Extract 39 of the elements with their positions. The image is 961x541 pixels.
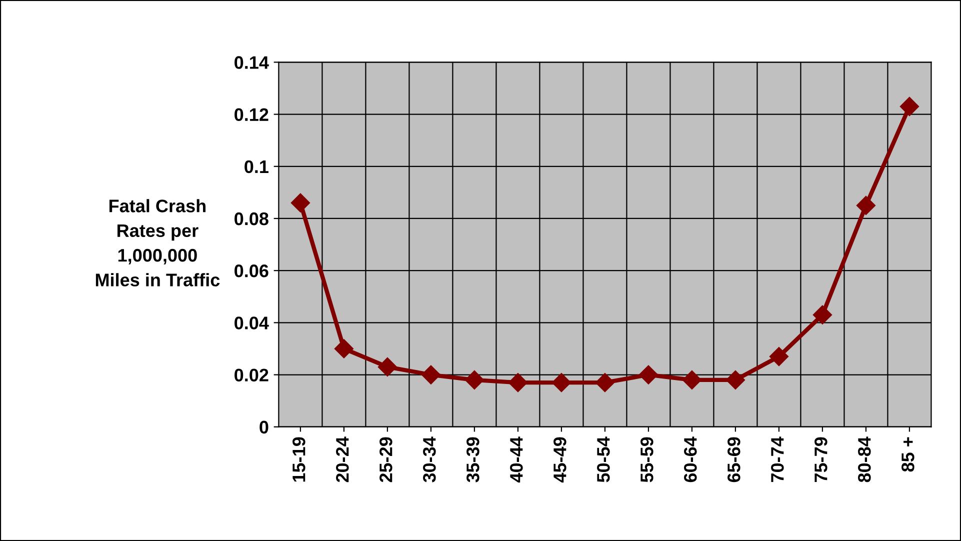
y-axis-title: Fatal Crash Rates per 1,000,000 Miles in Traffic [96,199,220,286]
x-tick-label: 55-59 [640,437,654,482]
x-tick-label: 35-39 [466,437,480,482]
y-tick-label: 0.1 [244,160,268,174]
point [464,370,484,390]
point [682,370,702,390]
x-tick-label: 75-79 [814,437,828,482]
y-tick-label: 0.06 [234,264,268,278]
y-tick-label: 0.14 [234,56,269,69]
point [552,373,571,392]
point [638,365,658,384]
point [421,365,440,384]
x-tick-label: 80-84 [858,436,871,482]
x-tick-label: 40-44 [510,436,523,482]
point [334,339,354,358]
x-tick-label: 15-19 [292,437,306,482]
x-tick-label: 25-29 [380,437,392,482]
y-tick-label: 0.04 [234,316,269,330]
x-tick-label: 50-54 [597,436,610,482]
x-tick-label: 30-34 [423,436,436,482]
point [856,196,876,215]
point [726,370,745,390]
y-tick-label: 0.08 [234,212,268,226]
x-tick-label: 20-24 [336,436,349,482]
x-tick-label: 60-64 [684,436,697,482]
point [378,357,397,376]
y-tick-label: 0 [260,420,268,434]
point [769,346,788,366]
y-tick-label: 0.02 [234,368,268,382]
x-tick-label: 45-49 [554,437,566,482]
point [595,373,614,392]
point [900,96,919,116]
point [508,373,528,392]
x-tick-label: 65-69 [728,437,740,482]
x-tick-label: 85 + [902,437,914,472]
y-tick-label: 0.12 [234,108,268,122]
point [290,193,310,212]
x-tick-label: 70-74 [771,436,784,482]
point [812,305,832,324]
